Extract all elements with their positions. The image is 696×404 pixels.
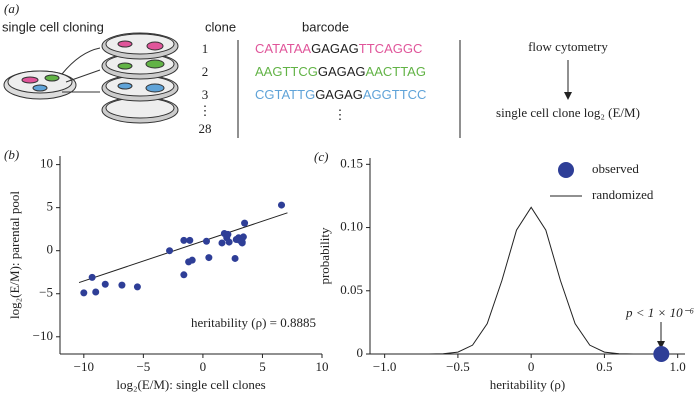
point xyxy=(205,254,213,262)
x-tick-label: −0.5 xyxy=(446,359,470,374)
x-tick-label: 0.5 xyxy=(596,359,612,374)
panel-label: (b) xyxy=(4,147,19,162)
point xyxy=(118,281,126,289)
x-axis-label: heritability (ρ) xyxy=(490,377,565,392)
point xyxy=(223,234,231,242)
cell xyxy=(44,74,60,82)
y-tick-label: 5 xyxy=(47,199,54,214)
point xyxy=(166,247,174,255)
barcode-segment: GAGAG xyxy=(318,64,366,79)
panel-label: (c) xyxy=(314,149,328,164)
annotation: heritability (ρ) = 0.8885 xyxy=(191,315,316,330)
y-tick-label: −5 xyxy=(39,285,53,300)
barcode: CATATAAGAGAGTTCAGGC xyxy=(255,41,422,56)
legend-label: observed xyxy=(592,161,639,176)
cell xyxy=(146,41,164,51)
y-tick-label: −10 xyxy=(33,328,53,343)
x-tick-label: 0 xyxy=(200,359,207,374)
point xyxy=(133,283,141,291)
annotation: p < 1 × 10⁻⁶ xyxy=(625,305,694,320)
x-tick-label: −5 xyxy=(136,359,150,374)
result: single cell clone log₂ (E/M) xyxy=(496,105,640,120)
clone-number: ⋮ xyxy=(199,103,212,118)
barcode-segment: TTCAGGC xyxy=(359,41,423,56)
barcode-segment: CGTATTG xyxy=(255,87,315,102)
arrow xyxy=(61,47,101,93)
column-header: barcode xyxy=(302,19,349,34)
observed-point xyxy=(653,346,670,362)
dish xyxy=(105,33,175,55)
barcode-segment: CATATAA xyxy=(255,41,311,56)
x-tick-label: −10 xyxy=(74,359,94,374)
cell xyxy=(117,82,133,90)
point xyxy=(202,237,210,245)
legend-label: randomized xyxy=(592,187,654,202)
point xyxy=(101,280,109,288)
barcode-segment: AGGTTCC xyxy=(363,87,427,102)
y-tick-label: 0.10 xyxy=(340,219,363,234)
point xyxy=(278,201,286,209)
cell xyxy=(145,59,165,69)
clone-number: 2 xyxy=(202,64,209,79)
cell xyxy=(117,62,133,70)
point xyxy=(180,236,188,244)
distribution-line xyxy=(384,206,678,355)
point xyxy=(186,236,194,244)
point xyxy=(88,273,96,281)
point xyxy=(218,239,226,247)
fit-line xyxy=(78,212,288,284)
arrowhead xyxy=(564,92,572,100)
x-tick-label: −1.0 xyxy=(373,359,397,374)
point xyxy=(235,234,243,242)
clone-number: 3 xyxy=(202,87,209,102)
y-axis-label: probability xyxy=(317,227,332,285)
petri-dishes xyxy=(3,32,179,124)
x-tick-label: 1.0 xyxy=(670,359,686,374)
clone-number: 1 xyxy=(202,41,209,56)
cell xyxy=(117,40,133,48)
point xyxy=(80,289,88,297)
x-tick-label: 10 xyxy=(316,359,329,374)
cell xyxy=(145,83,165,93)
y-tick-label: 0.05 xyxy=(340,282,363,297)
column-header: clone xyxy=(205,19,236,34)
x-axis-label: log₂(E/M): single cell clones xyxy=(116,377,265,392)
x-tick-label: 5 xyxy=(259,359,266,374)
point xyxy=(231,254,239,262)
barcode-segment: AACTTAG xyxy=(366,64,426,79)
barcode-segment: GAGAG xyxy=(311,41,359,56)
barcode: AAGTTCGGAGAGAACTTAG xyxy=(255,64,426,79)
point xyxy=(92,288,100,296)
y-tick-label: 0 xyxy=(47,242,54,257)
method: flow cytometry xyxy=(528,39,608,54)
point xyxy=(180,271,188,279)
point xyxy=(185,258,193,266)
ellipsis: ⋮ xyxy=(334,107,347,122)
panel-label: (a) xyxy=(4,1,19,16)
barcode-segment: AAGTTCG xyxy=(255,64,318,79)
x-tick-label: 0 xyxy=(528,359,535,374)
panel-title: single cell cloning xyxy=(2,19,104,34)
y-axis-label: log₂(E/M): parental pool xyxy=(7,191,22,319)
y-tick-label: 0.15 xyxy=(340,155,363,170)
cell xyxy=(21,76,39,84)
barcode: CGTATTGGAGAGAGGTTCC xyxy=(255,87,426,102)
point xyxy=(241,219,249,227)
cell xyxy=(32,84,48,92)
arrowhead xyxy=(657,341,665,349)
legend-marker xyxy=(558,162,574,178)
barcode-segment: GAGAG xyxy=(315,87,363,102)
y-tick-label: 0 xyxy=(357,345,364,360)
clone-number: 28 xyxy=(199,121,212,136)
y-tick-label: 10 xyxy=(40,156,53,171)
